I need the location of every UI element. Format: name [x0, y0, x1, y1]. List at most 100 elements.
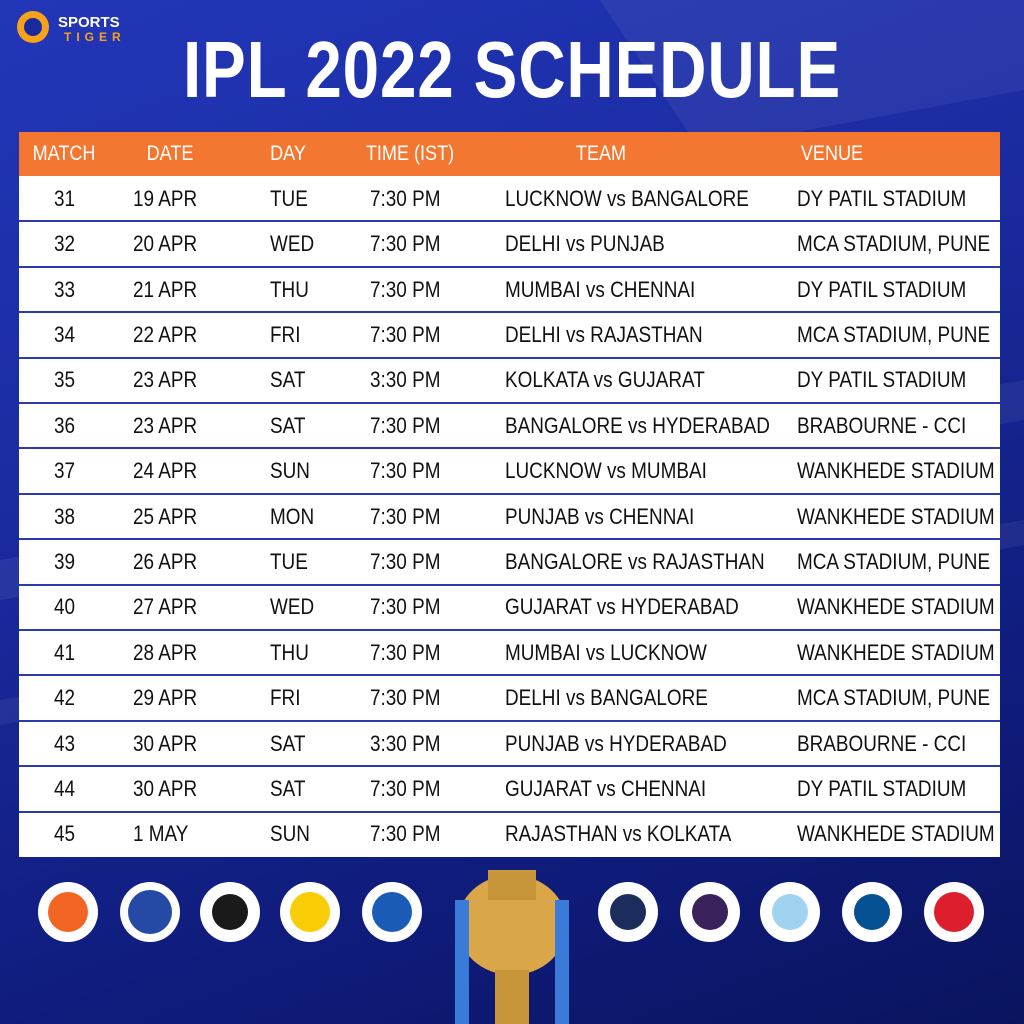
team-logos [38, 882, 984, 942]
table-cell: 34 [54, 321, 76, 347]
table-cell: 31 [54, 185, 76, 211]
table-cell: GUJARAT vs HYDERABAD [505, 594, 739, 620]
row-separator [19, 674, 1000, 677]
table-cell: WANKHEDE STADIUM [797, 821, 995, 847]
table-cell: SUN [270, 458, 310, 484]
table-cell: FRI [270, 685, 301, 711]
table-cell: 7:30 PM [370, 458, 441, 484]
table-cell: 35 [54, 367, 76, 393]
table-cell: WED [270, 594, 315, 620]
table-cell: 40 [54, 594, 76, 620]
row-separator [19, 810, 1000, 813]
table-cell: WANKHEDE STADIUM [797, 594, 995, 620]
table-cell: SAT [270, 775, 306, 801]
row-separator [19, 220, 1000, 223]
table-cell: THU [270, 639, 309, 665]
table-cell: MCA STADIUM, PUNE [797, 231, 991, 257]
table-cell: 3:30 PM [370, 367, 441, 393]
table-cell: SAT [270, 412, 306, 438]
table-cell: 38 [54, 503, 76, 529]
table-cell: 7:30 PM [370, 321, 441, 347]
row-separator [19, 356, 1000, 359]
table-cell: GUJARAT vs CHENNAI [505, 775, 707, 801]
table-cell: DY PATIL STADIUM [797, 367, 967, 393]
table-cell: 27 APR [133, 594, 198, 620]
table-cell: 7:30 PM [370, 276, 441, 302]
table-cell: 1 MAY [133, 821, 189, 847]
table-cell: 23 APR [133, 367, 198, 393]
row-separator [19, 583, 1000, 586]
table-cell: 7:30 PM [370, 231, 441, 257]
table-cell: 7:30 PM [370, 185, 441, 211]
table-cell: 30 APR [133, 730, 198, 756]
table-cell: 37 [54, 458, 76, 484]
row-separator [19, 765, 1000, 768]
table-cell: MUMBAI vs LUCKNOW [505, 639, 707, 665]
row-separator [19, 265, 1000, 268]
table-cell: THU [270, 276, 309, 302]
table-cell: 7:30 PM [370, 548, 441, 574]
header-cell: TEAM [575, 142, 627, 165]
table-cell: 20 APR [133, 231, 198, 257]
title: IPL 2022 SCHEDULE [182, 25, 842, 114]
table-cell: LUCKNOW vs MUMBAI [505, 458, 707, 484]
table-cell: 33 [54, 276, 76, 302]
table-cell: MCA STADIUM, PUNE [797, 685, 991, 711]
row-separator [19, 492, 1000, 495]
table-cell: PUNJAB vs CHENNAI [505, 503, 695, 529]
table-cell: FRI [270, 321, 301, 347]
table-cell: 39 [54, 548, 76, 574]
table-cell: BANGALORE vs HYDERABAD [505, 412, 770, 438]
table-cell: 21 APR [133, 276, 198, 302]
table-cell: 30 APR [133, 775, 198, 801]
table-cell: RAJASTHAN vs KOLKATA [505, 821, 732, 847]
header-cell: TIME (IST) [365, 142, 455, 165]
table-cell: SUN [270, 821, 310, 847]
table-cell: DELHI vs PUNJAB [505, 231, 665, 257]
row-separator [19, 629, 1000, 631]
row-separator [19, 719, 1000, 722]
table-cell: 19 APR [133, 185, 198, 211]
table-cell: DY PATIL STADIUM [797, 185, 967, 211]
table-cell: 7:30 PM [370, 821, 441, 847]
table-cell: 23 APR [133, 412, 198, 438]
table-cell: 43 [54, 730, 76, 756]
table-cell: SAT [270, 367, 306, 393]
header-cell: MATCH [32, 142, 96, 165]
table-cell: DELHI vs BANGALORE [505, 685, 708, 711]
table-cell: MUMBAI vs CHENNAI [505, 276, 696, 302]
row-separator [19, 538, 1000, 541]
table-cell: TUE [270, 548, 308, 574]
table-cell: WED [270, 231, 315, 257]
table-cell: DELHI vs RAJASTHAN [505, 321, 703, 347]
table-cell: 25 APR [133, 503, 198, 529]
table-cell: 44 [54, 775, 76, 801]
table-cell: 7:30 PM [370, 594, 441, 620]
table-cell: 26 APR [133, 548, 198, 574]
table-cell: 42 [54, 685, 76, 711]
table-cell: 7:30 PM [370, 775, 441, 801]
table-cell: LUCKNOW vs BANGALORE [505, 185, 749, 211]
row-separator [19, 447, 1000, 450]
table-cell: BANGALORE vs RAJASTHAN [505, 548, 765, 574]
schedule-table: MATCH DATE DAY TIME (IST) TEAM VENUE 31 19 APR T… [19, 132, 1000, 857]
table-cell: 7:30 PM [370, 412, 441, 438]
table-cell: 45 [54, 821, 76, 847]
header-cell: DATE [146, 142, 194, 165]
table-cell: 28 APR [133, 639, 198, 665]
table-header [19, 132, 1000, 176]
row-separator [19, 402, 1000, 404]
table-cell: 41 [54, 639, 76, 665]
table-cell: DY PATIL STADIUM [797, 775, 967, 801]
table-cell: 24 APR [133, 458, 198, 484]
table-cell: 36 [54, 412, 76, 438]
row-separator [19, 311, 1000, 314]
table-cell: 7:30 PM [370, 685, 441, 711]
header-cell: VENUE [800, 142, 864, 165]
table-cell: 22 APR [133, 321, 198, 347]
table-cell: WANKHEDE STADIUM [797, 503, 995, 529]
header-cell: DAY [270, 142, 306, 165]
logo-text: SPORTS [58, 14, 120, 31]
table-cell: WANKHEDE STADIUM [797, 639, 995, 665]
